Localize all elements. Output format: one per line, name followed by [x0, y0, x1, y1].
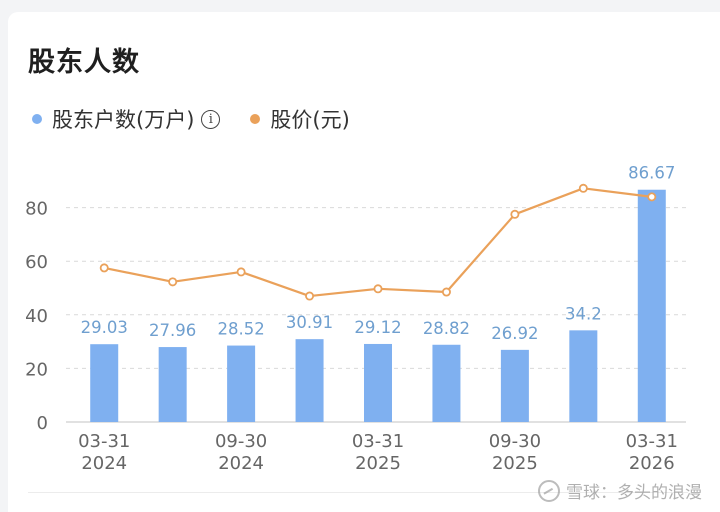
- y-tick-label: 40: [25, 306, 48, 327]
- bar-value-label: 29.03: [81, 318, 128, 337]
- bar-value-label: 27.96: [149, 321, 196, 340]
- y-tick-label: 20: [25, 359, 48, 380]
- bar: [90, 344, 119, 422]
- price-point: [510, 209, 520, 219]
- x-tick-label: 03-31: [78, 431, 130, 452]
- bar-value-label: 28.52: [217, 320, 264, 339]
- x-tick-label: 03-31: [626, 431, 678, 452]
- legend-dot-holders: [32, 114, 42, 124]
- price-point: [305, 291, 315, 301]
- price-point: [373, 284, 383, 294]
- bar: [295, 339, 324, 422]
- y-tick-label: 60: [25, 252, 48, 273]
- price-line: [104, 187, 652, 298]
- bar: [569, 330, 598, 422]
- legend-label-holders: 股东户数(万户): [52, 108, 195, 132]
- bar-value-label: 86.67: [628, 164, 675, 183]
- legend-item-price[interactable]: 股价(元): [250, 104, 350, 134]
- x-tick-label: 09-30: [489, 431, 541, 452]
- price-point: [578, 183, 588, 193]
- price-point: [168, 277, 178, 287]
- y-tick-label: 80: [25, 199, 48, 220]
- price-point: [99, 263, 109, 273]
- legend-label-price: 股价(元): [270, 108, 350, 132]
- bar: [432, 344, 461, 422]
- bar-value-label: 34.2: [565, 304, 602, 323]
- legend-item-holders[interactable]: 股东户数(万户) i: [32, 104, 221, 134]
- x-tick-label-year: 2024: [218, 453, 264, 474]
- bar: [500, 349, 529, 422]
- x-tick-label-year: 2024: [81, 453, 127, 474]
- chart-card: [8, 12, 720, 512]
- price-point: [236, 267, 246, 277]
- x-tick-label-year: 2026: [629, 453, 675, 474]
- x-tick-label: 03-31: [352, 431, 404, 452]
- bar-value-label: 26.92: [491, 324, 538, 343]
- price-point: [647, 192, 657, 202]
- legend: 股东户数(万户) i 股价(元): [32, 104, 380, 134]
- bar: [227, 345, 256, 422]
- x-tick-label-year: 2025: [492, 453, 538, 474]
- info-circle-icon[interactable]: i: [201, 109, 221, 129]
- legend-dot-price: [250, 114, 261, 124]
- price-point: [441, 287, 451, 297]
- x-tick-label-year: 2025: [355, 453, 401, 474]
- bar-value-label: 30.91: [286, 313, 333, 332]
- bar-value-label: 28.82: [423, 319, 470, 338]
- bar-value-label: 29.12: [354, 318, 401, 337]
- bar: [158, 347, 187, 422]
- watermark-text: 雪球：多头的浪漫: [566, 483, 702, 503]
- bar: [364, 343, 392, 422]
- watermark: 雪球：多头的浪漫: [538, 478, 702, 503]
- bottom-divider: [28, 492, 688, 493]
- y-tick-label: 0: [37, 413, 48, 434]
- chart-title: 股东人数: [28, 47, 140, 78]
- x-tick-label: 09-30: [215, 431, 267, 452]
- bar: [637, 189, 666, 422]
- snowball-logo-icon: [538, 479, 560, 502]
